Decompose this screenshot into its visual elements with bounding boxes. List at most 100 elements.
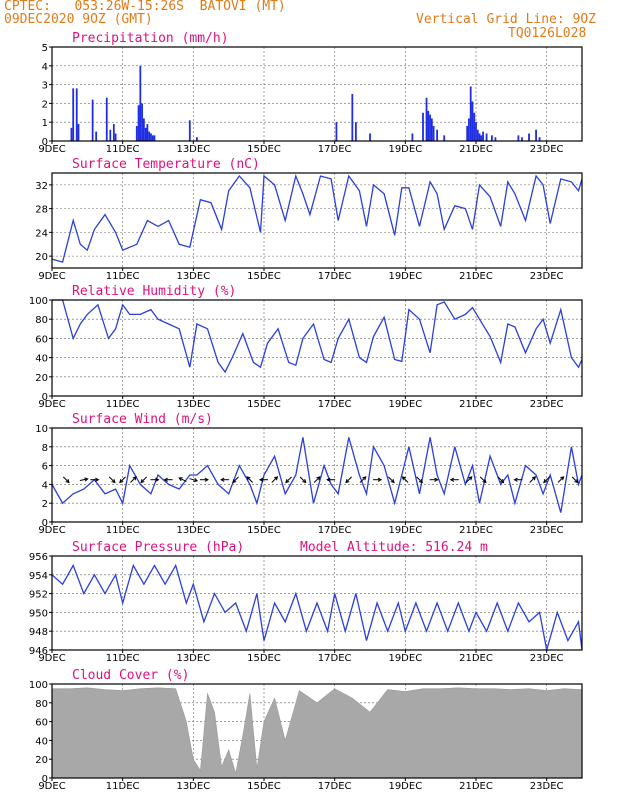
rh-xtick-label: 19DEC [388, 399, 422, 410]
rh-xtick-label: 23DEC [530, 399, 564, 410]
wind-xtick-label: 9DEC [38, 525, 65, 536]
pres-line [51, 563, 583, 651]
precip-ytick-label: 0 [42, 137, 48, 148]
precip-bar [473, 112, 476, 141]
precip-bar [422, 112, 424, 141]
wind-xtick-label: 11DEC [106, 525, 140, 536]
precip-bar [77, 124, 80, 141]
rh-frame [51, 299, 583, 397]
precip-bar [109, 129, 112, 141]
wind-line [51, 437, 583, 513]
wind-arrow [108, 476, 116, 483]
wind-arrowhead [531, 476, 537, 481]
wind-arrowhead [193, 478, 199, 483]
pres-ytick-label: 946 [29, 646, 48, 657]
wind-arrowhead [232, 479, 237, 484]
precip-bar [436, 129, 439, 141]
pres-ytick-label: 956 [29, 552, 48, 563]
precip-bar [112, 124, 115, 141]
cloud-ytick-label: 20 [35, 755, 48, 766]
rh-title: Relative Humidity (%) [72, 284, 236, 299]
wind-arrow [388, 476, 395, 483]
precip-bar [114, 133, 117, 141]
temp-frame [51, 172, 583, 269]
precip-bar [144, 127, 147, 141]
temp-ytick-label: 20 [35, 252, 48, 263]
cloud-ytick-label: 80 [35, 699, 48, 710]
wind-arrowhead [155, 477, 160, 482]
wind-arrow [571, 476, 579, 483]
rh-ytick-label: 20 [35, 373, 48, 384]
wind-ytick-label: 8 [42, 443, 48, 454]
pres-frame [51, 555, 583, 651]
wind-arrow [178, 477, 187, 482]
model-altitude-label: Model Altitude: 516.24 m [300, 540, 488, 555]
precip-bar [369, 133, 371, 141]
temp-xtick-label: 17DEC [318, 271, 352, 282]
header-grid-note: Vertical Grid Line: 9OZ [416, 12, 597, 27]
cloud-ytick-label: 100 [29, 680, 48, 691]
cloud-xtick-label: 11DEC [106, 781, 140, 792]
wind-arrowhead [500, 479, 505, 484]
pres-xtick-label: 17DEC [318, 653, 352, 664]
precip-bar [430, 118, 433, 141]
wind-arrow [359, 476, 367, 483]
wind-arrowhead [390, 479, 395, 484]
cloud-xtick-label: 9DEC [38, 781, 65, 792]
precip-bar [354, 122, 357, 141]
pres-xtick-label: 11DEC [106, 653, 140, 664]
pres-ytick-label: 954 [29, 571, 48, 582]
wind-arrowhead [65, 479, 70, 484]
wind-arrowhead [401, 476, 407, 481]
precip-bar [142, 118, 145, 141]
wind-arrowhead [345, 479, 350, 484]
wind-arrow [232, 476, 239, 483]
precip-bar [195, 137, 198, 141]
wind-arrowhead [513, 477, 518, 482]
precip-bar [105, 97, 108, 141]
rh-line [52, 299, 583, 374]
wind-xtick-label: 23DEC [530, 525, 564, 536]
rh-xtick-label: 13DEC [176, 399, 210, 410]
precip-bar [475, 122, 477, 141]
precip-bar [432, 125, 435, 141]
wind-arrowhead [163, 477, 168, 482]
wind-ytick-label: 2 [42, 499, 48, 510]
precip-bar [153, 135, 156, 141]
wind-arrowhead [302, 479, 307, 484]
wind-arrow [62, 476, 70, 483]
precip-ytick-label: 3 [42, 81, 48, 92]
rh-ytick-label: 40 [35, 354, 48, 365]
cloud-title: Cloud Cover (%) [72, 668, 189, 683]
temp-xtick-label: 13DEC [176, 271, 210, 282]
temp-xtick-label: 9DEC [38, 271, 65, 282]
wind-arrowhead [258, 477, 264, 482]
wind-ytick-label: 0 [42, 518, 48, 529]
wind-arrow [313, 476, 321, 483]
wind-arrow [402, 476, 409, 483]
temp-line [51, 173, 583, 263]
cloud-xtick-label: 19DEC [388, 781, 422, 792]
wind-arrowhead [468, 476, 473, 481]
precip-ytick-label: 2 [42, 99, 48, 110]
wind-ytick-label: 6 [42, 462, 48, 473]
precip-bar [188, 120, 191, 141]
wind-arrowhead [482, 479, 487, 484]
header-station: CPTEC: 053:26W-15:26S BATOVI (MT) [4, 0, 286, 14]
pres-xtick-label: 9DEC [38, 653, 65, 664]
wind-arrow [345, 476, 352, 483]
precip-bar [141, 103, 143, 141]
cloud-xtick-label: 23DEC [530, 781, 564, 792]
precip-bar [517, 135, 520, 141]
precip-bar [476, 129, 479, 141]
precip-bar [494, 137, 497, 141]
pres-ytick-label: 950 [29, 608, 48, 619]
precip-bar [411, 133, 414, 141]
rh-ytick-label: 0 [42, 392, 48, 403]
precip-bar [535, 129, 537, 141]
precip-bar [443, 135, 446, 141]
temp-xtick-label: 23DEC [530, 271, 564, 282]
wind-arrowhead [95, 477, 100, 482]
wind-arrow [119, 476, 126, 483]
wind-arrowhead [377, 477, 383, 482]
